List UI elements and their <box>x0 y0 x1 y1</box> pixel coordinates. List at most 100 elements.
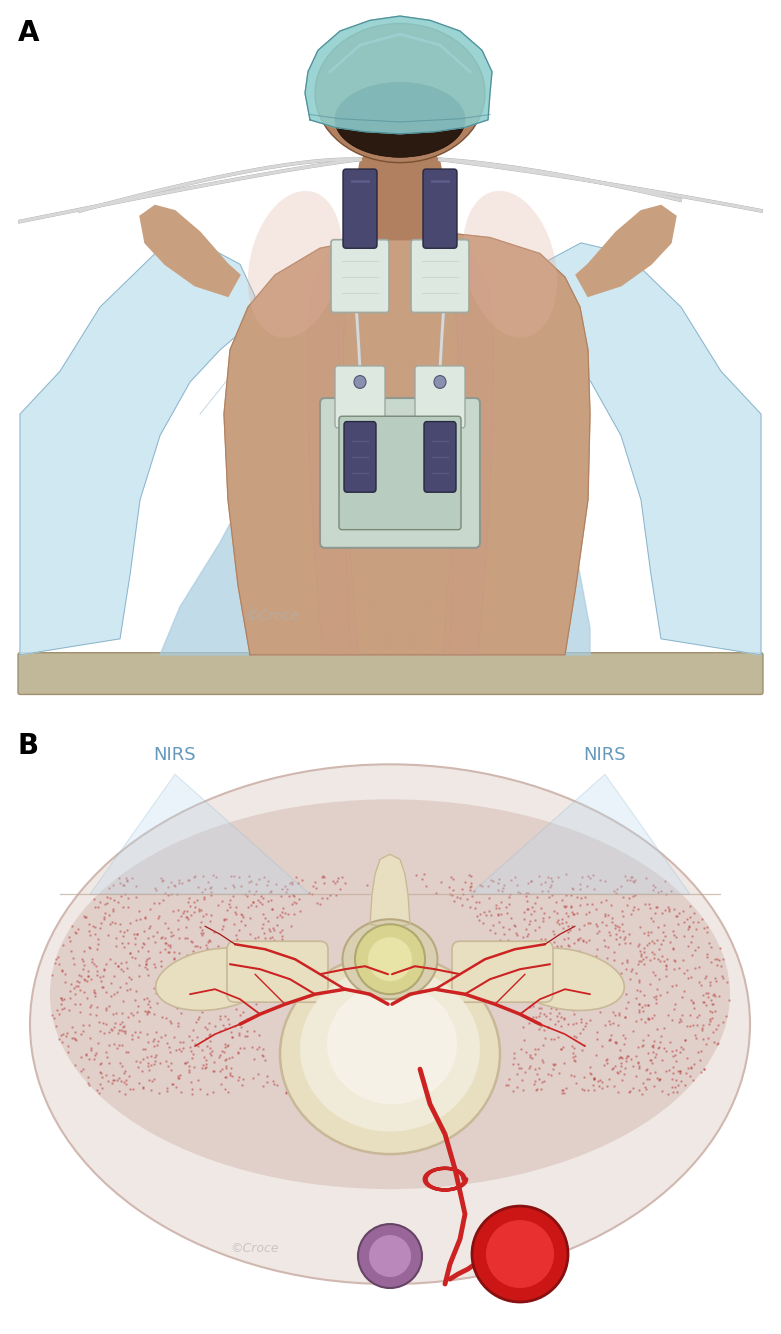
Point <box>581 875 594 896</box>
Point <box>187 940 199 962</box>
Point <box>196 919 209 940</box>
Point <box>174 906 187 927</box>
Point <box>543 906 555 927</box>
Point <box>649 1062 662 1083</box>
Point <box>600 1049 612 1070</box>
Point <box>129 947 141 968</box>
Polygon shape <box>470 774 690 894</box>
Point <box>119 1061 131 1082</box>
Point <box>69 983 81 1005</box>
Point <box>576 867 589 888</box>
Point <box>541 967 554 988</box>
Point <box>697 1058 710 1079</box>
Point <box>610 928 622 950</box>
Point <box>571 902 583 923</box>
Point <box>602 936 615 958</box>
Polygon shape <box>140 205 240 296</box>
Point <box>280 1081 292 1102</box>
Point <box>568 903 580 924</box>
Point <box>198 983 211 1005</box>
Point <box>689 1025 701 1046</box>
Point <box>339 872 351 894</box>
Point <box>114 1013 127 1034</box>
Point <box>642 924 654 946</box>
Point <box>105 1071 118 1093</box>
Point <box>551 990 564 1011</box>
Point <box>123 966 135 987</box>
Point <box>162 942 174 963</box>
Point <box>162 942 175 963</box>
Point <box>683 916 695 938</box>
Circle shape <box>368 938 412 982</box>
Point <box>604 1030 616 1051</box>
Point <box>586 955 598 976</box>
Point <box>617 886 629 907</box>
Point <box>206 1041 219 1062</box>
Point <box>648 902 661 923</box>
Point <box>652 948 665 970</box>
Point <box>98 958 110 979</box>
Point <box>253 1025 266 1046</box>
Point <box>465 875 477 896</box>
Point <box>678 911 690 932</box>
Point <box>219 1033 232 1054</box>
Point <box>645 1035 658 1057</box>
Point <box>520 886 533 907</box>
Point <box>209 1015 222 1037</box>
Point <box>659 954 672 975</box>
Point <box>330 871 343 892</box>
Point <box>551 994 563 1015</box>
Point <box>583 902 595 923</box>
Point <box>590 946 602 967</box>
Point <box>692 936 704 958</box>
Point <box>178 982 191 1003</box>
Point <box>623 1081 636 1102</box>
Point <box>153 1083 166 1105</box>
Point <box>536 1049 548 1070</box>
Point <box>595 1078 608 1099</box>
Point <box>540 960 553 982</box>
Point <box>248 883 261 904</box>
Point <box>148 878 161 899</box>
Point <box>616 1025 629 1046</box>
Point <box>612 934 625 955</box>
Point <box>540 972 553 994</box>
Point <box>640 935 653 956</box>
Point <box>689 939 701 960</box>
Point <box>189 935 201 956</box>
Point <box>572 928 584 950</box>
Point <box>190 1011 202 1033</box>
Point <box>531 1063 544 1085</box>
Point <box>590 939 603 960</box>
Point <box>208 1051 220 1073</box>
Point <box>168 947 180 968</box>
Point <box>609 1031 622 1053</box>
Point <box>271 907 284 928</box>
Point <box>245 894 258 915</box>
Point <box>555 908 568 930</box>
Point <box>191 1035 204 1057</box>
Point <box>586 894 598 915</box>
Point <box>555 959 567 980</box>
Point <box>127 1078 139 1099</box>
Point <box>615 952 628 974</box>
Point <box>257 940 269 962</box>
Point <box>629 884 641 906</box>
Point <box>53 1029 66 1050</box>
Point <box>251 890 264 911</box>
Point <box>624 932 637 954</box>
Point <box>530 988 542 1010</box>
Point <box>101 892 113 914</box>
Point <box>143 1070 155 1091</box>
Ellipse shape <box>343 919 437 999</box>
Point <box>668 950 680 971</box>
Point <box>580 931 592 952</box>
Point <box>641 1069 654 1090</box>
Point <box>180 906 193 927</box>
Point <box>165 884 177 906</box>
Point <box>58 996 70 1018</box>
Point <box>681 959 694 980</box>
Point <box>419 875 432 896</box>
Point <box>491 904 504 926</box>
Point <box>119 1070 132 1091</box>
